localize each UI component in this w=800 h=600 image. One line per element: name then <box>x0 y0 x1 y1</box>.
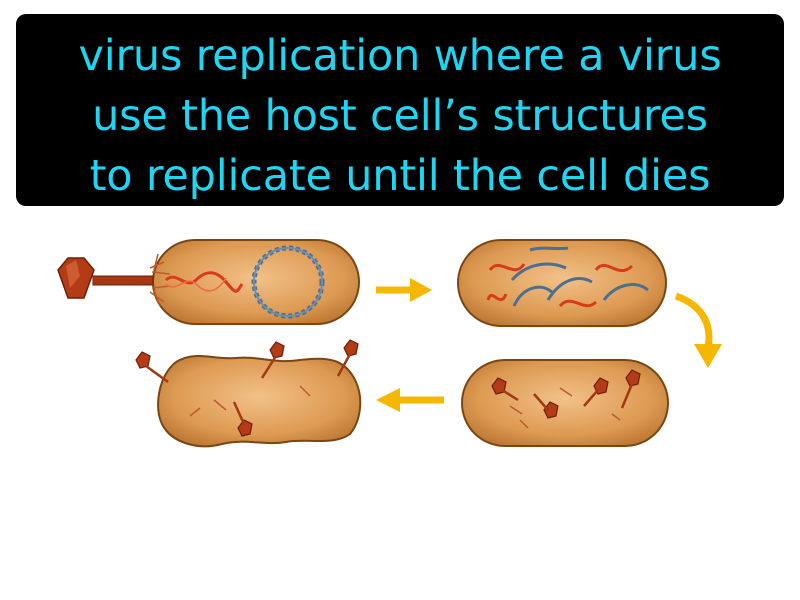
caption-line-3: to replicate until the cell dies <box>89 151 711 201</box>
caption-box: virus replication where a virus use the … <box>16 14 784 206</box>
stage-attachment <box>57 239 360 325</box>
arrow-curved-down <box>674 292 722 368</box>
caption-line-2: use the host cell’s structures <box>92 91 708 141</box>
new-phages <box>491 369 641 419</box>
caption-line-1: virus replication where a virus <box>78 31 722 81</box>
stage-lysis <box>135 339 362 448</box>
viral-dna-injected <box>164 271 244 293</box>
released-phages <box>135 339 359 437</box>
host-cell-3 <box>461 359 669 447</box>
stage-assembly <box>461 359 669 447</box>
arrow-left <box>376 388 444 412</box>
arrow-right <box>376 278 432 302</box>
host-cell-lysing <box>157 355 362 448</box>
phage-attaching <box>57 253 171 307</box>
lytic-cycle-diagram <box>57 239 722 448</box>
stage-replication <box>457 239 667 327</box>
